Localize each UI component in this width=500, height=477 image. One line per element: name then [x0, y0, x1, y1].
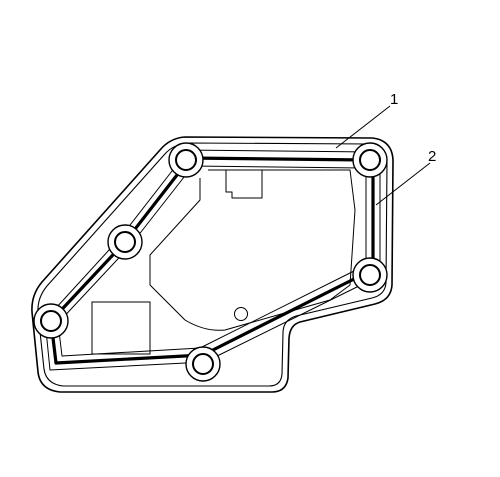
leader-line-1 [335, 105, 391, 149]
square-pad [91, 301, 151, 355]
leader-lines [335, 105, 431, 206]
bolt-hole [168, 142, 204, 178]
leader-line-2 [375, 162, 431, 206]
bolt-hole [352, 142, 388, 178]
locating-hole [234, 307, 248, 321]
callout-1: 1 [390, 91, 398, 108]
bolt-hole [185, 346, 221, 382]
bolt-hole [352, 257, 388, 293]
cover-outline [31, 136, 394, 393]
gasket-groove [44, 149, 381, 371]
callout-2: 2 [428, 148, 436, 165]
bolt-hole [107, 224, 143, 260]
bolt-hole [33, 303, 69, 339]
bolt-holes [33, 142, 388, 382]
inner-recess [149, 169, 356, 331]
